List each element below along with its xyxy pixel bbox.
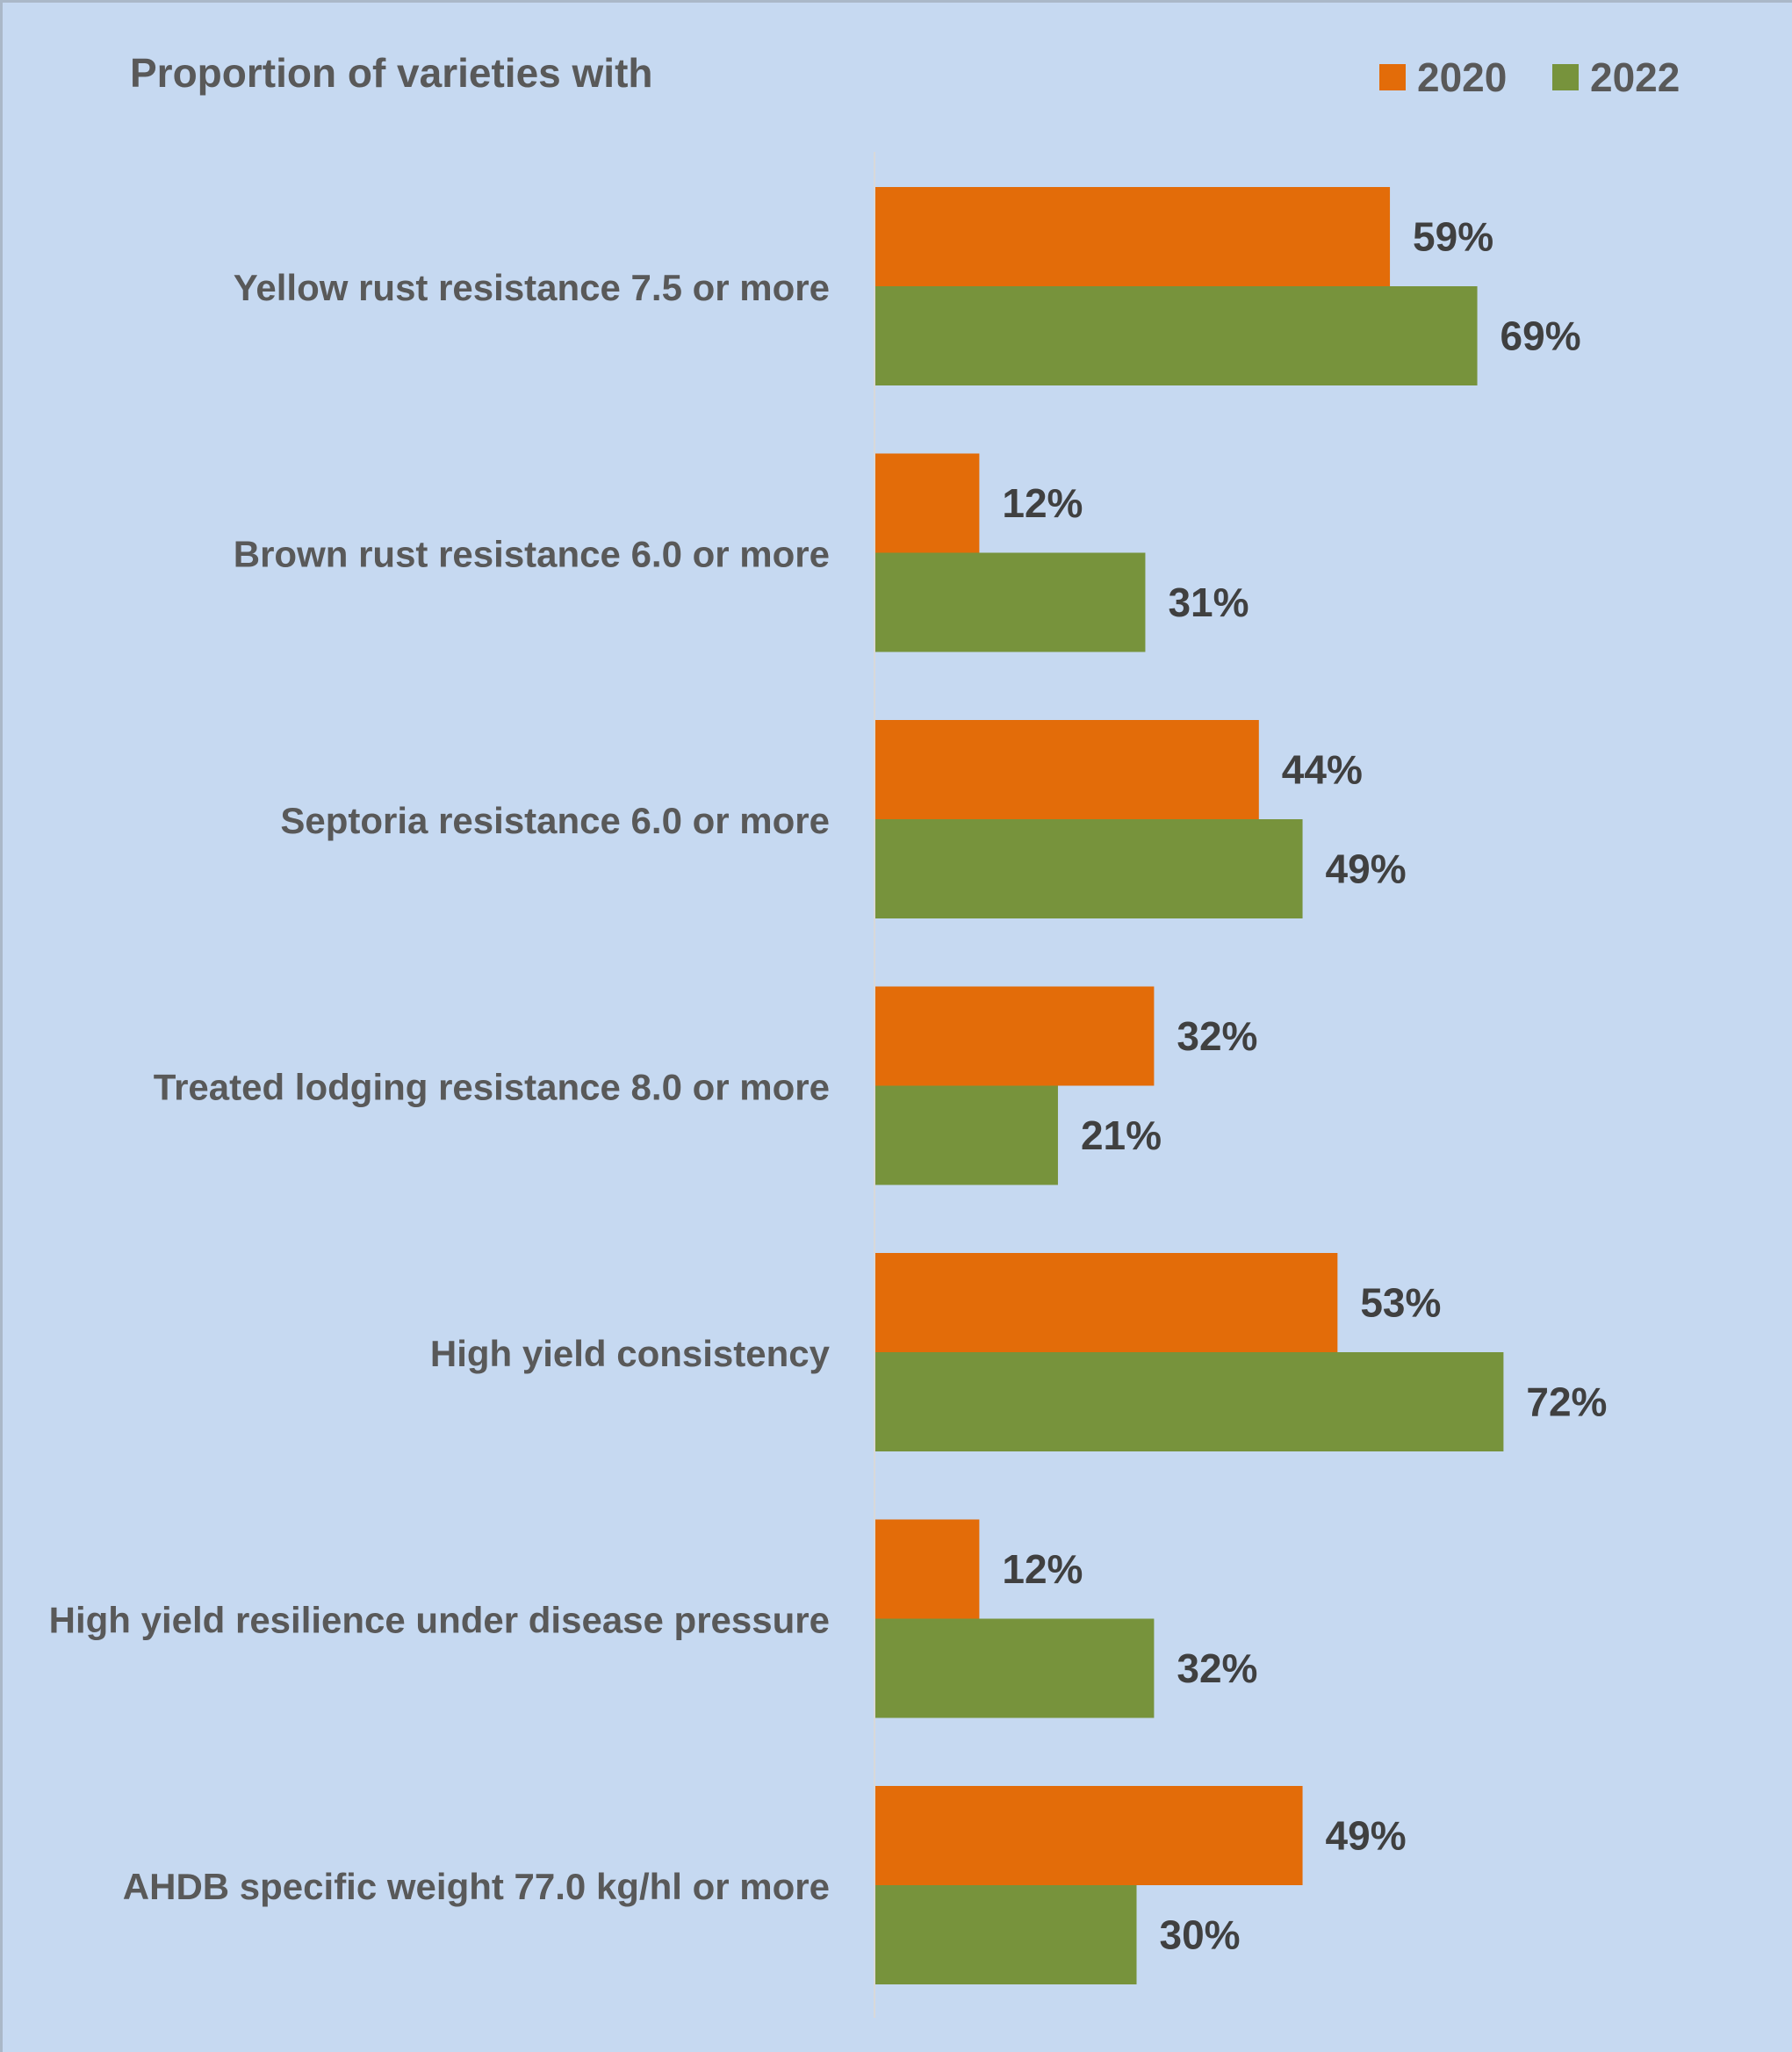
- value-label-2022-2: 31%: [1168, 580, 1249, 625]
- value-label-2020-5: 53%: [1360, 1280, 1441, 1326]
- legend-swatch-2020: [1379, 64, 1406, 90]
- bar-2022-3: [874, 819, 1303, 918]
- bar-chart: Proportion of varieties with 2020 2022 59…: [49, 50, 1680, 2018]
- value-labels-group: 59% 69% 12% 31% 44% 49% 32% 21% 53% 72% 12% 32% 49% 3…: [1002, 214, 1607, 1958]
- value-label-2020-1: 59%: [1413, 214, 1493, 260]
- value-label-2020-2: 12%: [1002, 480, 1083, 526]
- category-label-4: Treated lodging resistance 8.0 or more: [154, 1067, 830, 1108]
- bar-2022-6: [874, 1618, 1155, 1718]
- category-labels-group: Yellow rust resistance 7.5 or more Brown …: [49, 267, 831, 1907]
- category-label-7: AHDB specific weight 77.0 kg/hl or more: [123, 1866, 830, 1907]
- value-label-2022-3: 49%: [1326, 846, 1407, 892]
- bar-2020-5: [874, 1253, 1338, 1352]
- category-label-3: Septoria resistance 6.0 or more: [280, 800, 830, 841]
- value-label-2020-7: 49%: [1326, 1813, 1407, 1859]
- bar-2022-2: [874, 552, 1146, 652]
- chart-title: Proportion of varieties with: [130, 50, 653, 96]
- value-label-2022-4: 21%: [1081, 1112, 1162, 1158]
- bars-group: [874, 187, 1504, 1984]
- bar-2020-6: [874, 1519, 980, 1619]
- bar-2020-1: [874, 187, 1391, 286]
- category-label-6: High yield resilience under disease pres…: [49, 1600, 830, 1641]
- category-label-5: High yield consistency: [430, 1333, 831, 1374]
- bar-2022-1: [874, 286, 1478, 385]
- bar-2020-7: [874, 1786, 1303, 1885]
- bar-2020-2: [874, 453, 980, 553]
- legend: 2020 2022: [1379, 54, 1680, 100]
- value-label-2022-7: 30%: [1160, 1912, 1241, 1958]
- category-label-1: Yellow rust resistance 7.5 or more: [234, 267, 830, 308]
- legend-label-2020: 2020: [1417, 54, 1507, 100]
- value-label-2022-1: 69%: [1501, 313, 1581, 359]
- bar-2020-4: [874, 986, 1155, 1086]
- category-label-2: Brown rust resistance 6.0 or more: [234, 534, 830, 575]
- value-label-2022-6: 32%: [1177, 1645, 1257, 1691]
- legend-label-2022: 2022: [1590, 54, 1680, 100]
- value-label-2020-4: 32%: [1177, 1013, 1257, 1059]
- value-label-2020-3: 44%: [1282, 747, 1363, 793]
- bar-2022-7: [874, 1885, 1137, 1984]
- value-label-2022-5: 72%: [1526, 1379, 1607, 1425]
- bar-2022-4: [874, 1085, 1058, 1185]
- value-label-2020-6: 12%: [1002, 1546, 1083, 1592]
- legend-swatch-2022: [1552, 64, 1579, 90]
- bar-2022-5: [874, 1352, 1504, 1451]
- bar-2020-3: [874, 720, 1259, 819]
